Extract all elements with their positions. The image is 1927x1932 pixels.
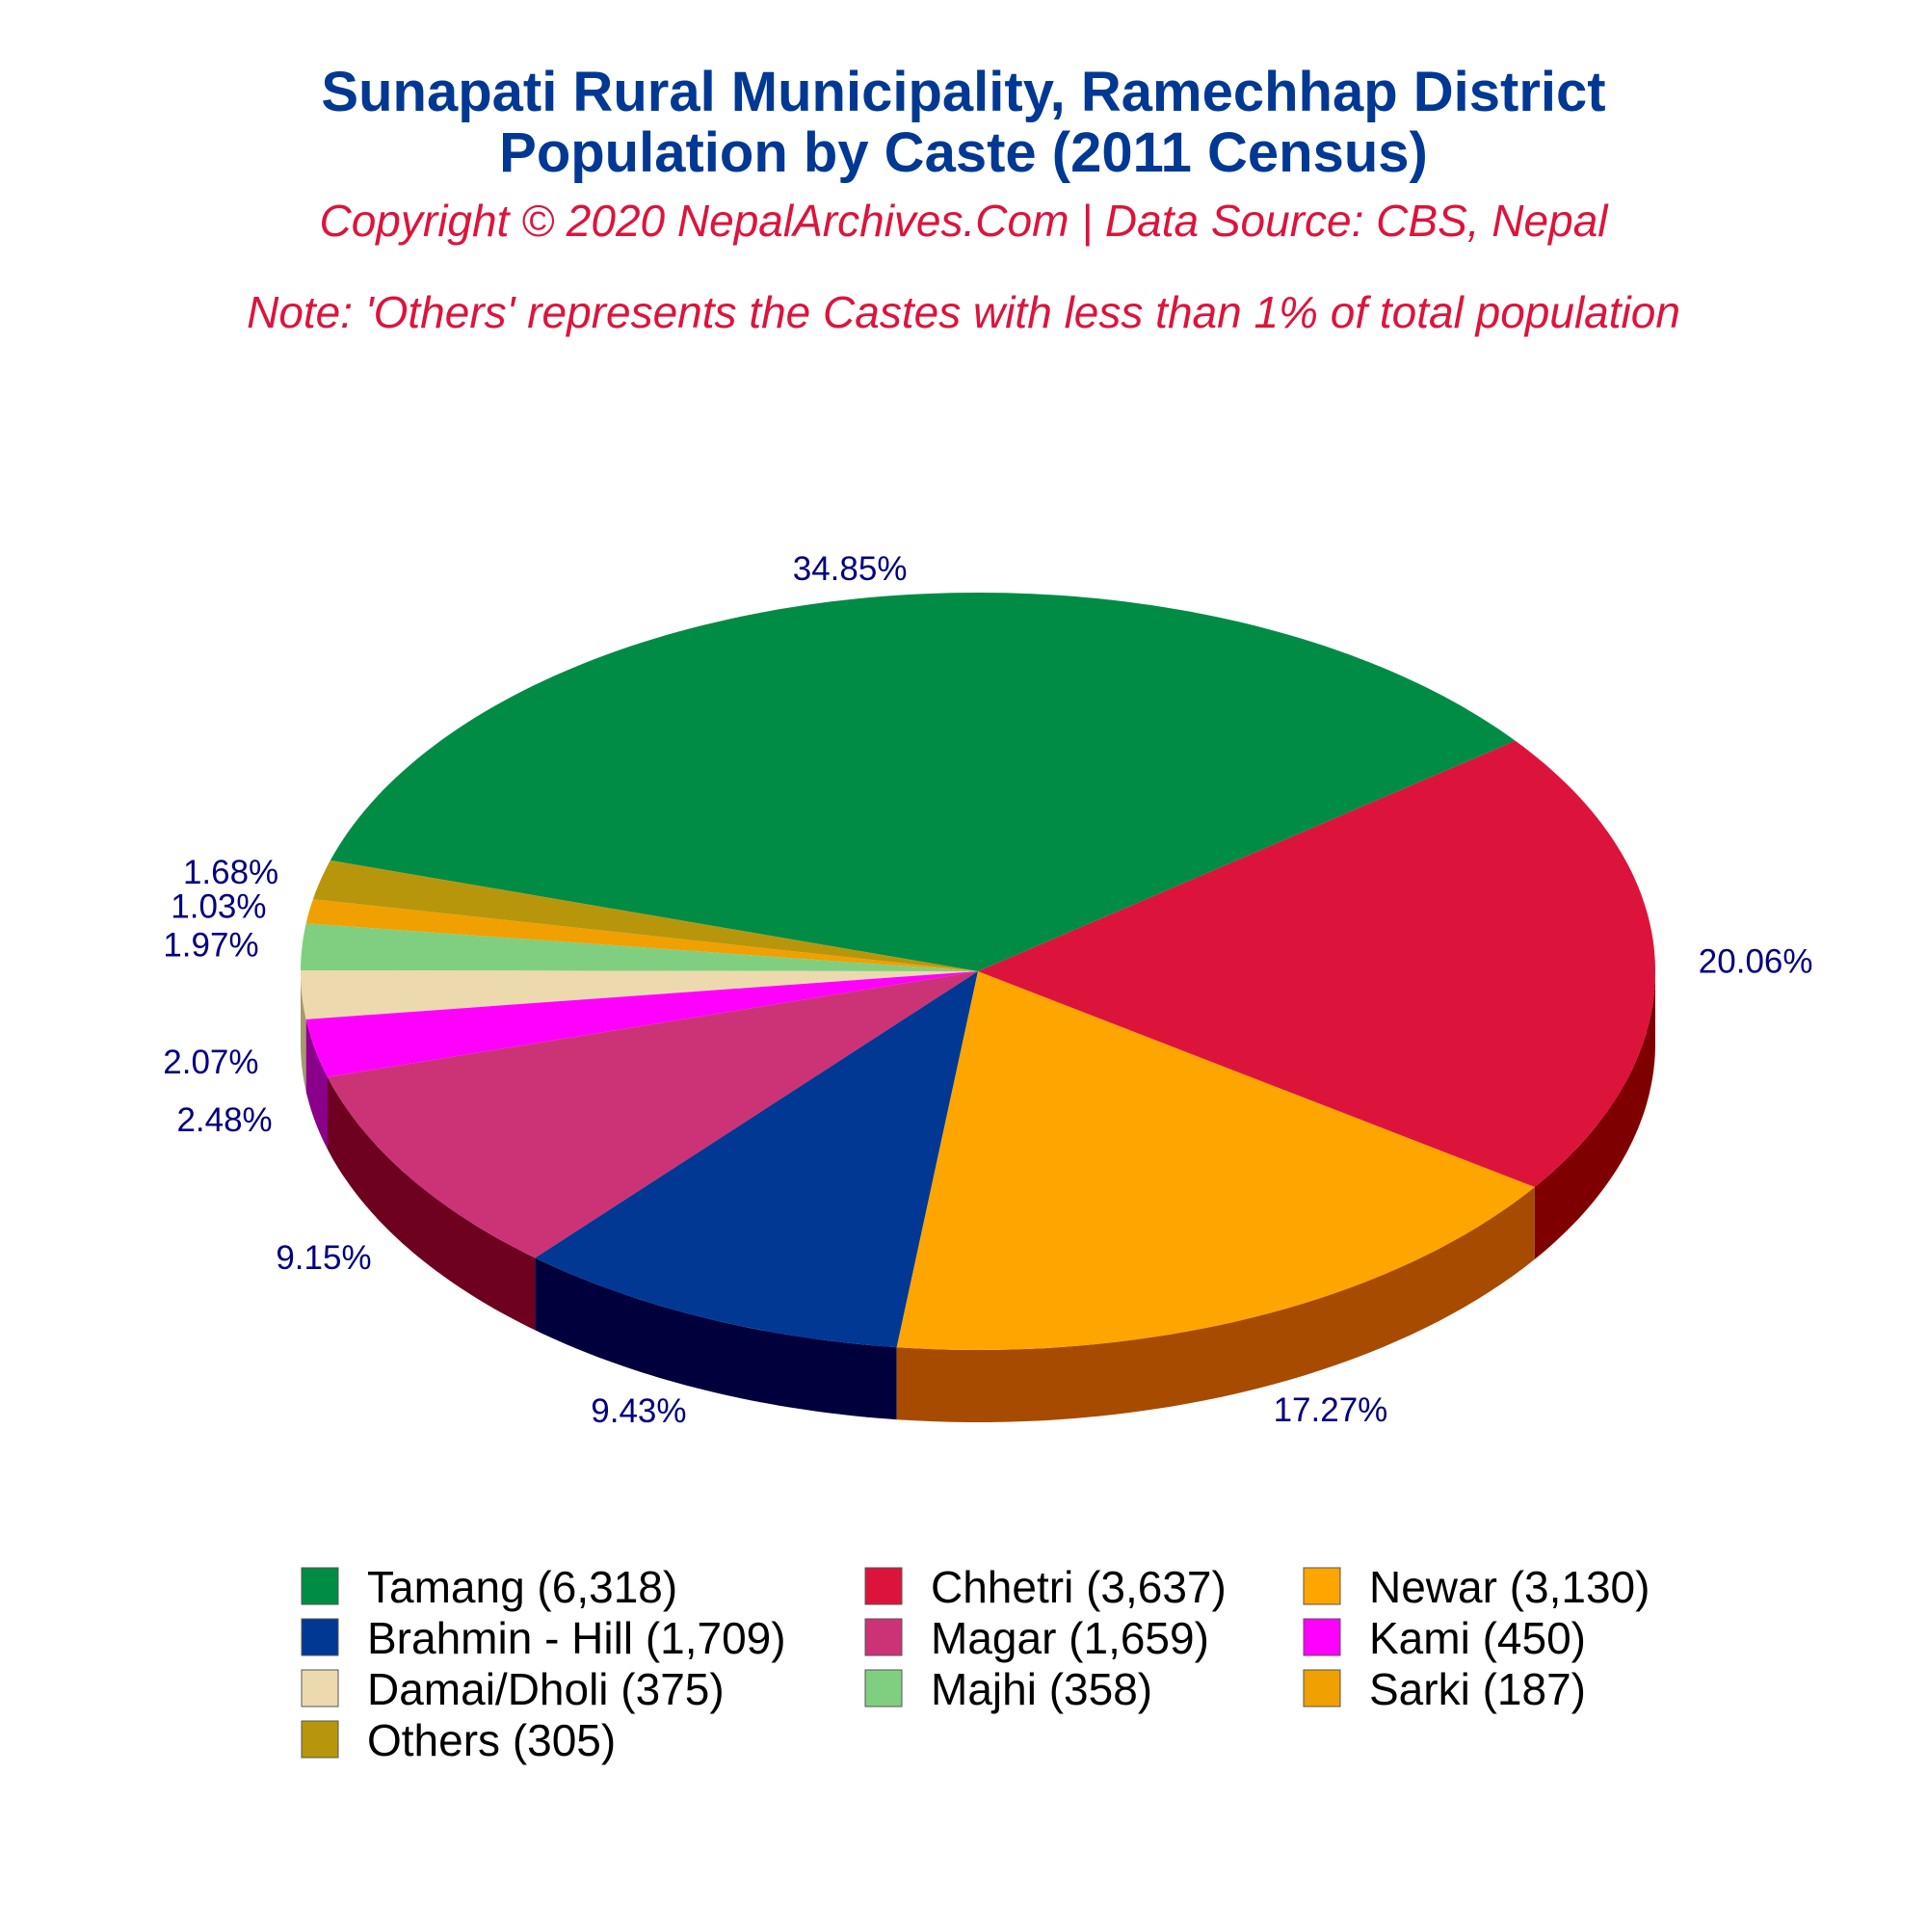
- legend-label-tamang: Tamang (6,318): [367, 1562, 677, 1612]
- legend-swatch-magar: [864, 1618, 903, 1656]
- legend-swatch-damai-dholi: [301, 1669, 339, 1707]
- legend-swatch-others: [301, 1720, 339, 1759]
- percent-label-tamang: 34.85%: [793, 550, 908, 588]
- slice-kami: [305, 971, 978, 1077]
- legend-swatch-sarki: [1303, 1669, 1341, 1707]
- legend-label-magar: Magar (1,659): [931, 1613, 1209, 1663]
- percent-label-sarki: 1.03%: [171, 888, 266, 926]
- percent-label-magar: 9.15%: [276, 1239, 371, 1277]
- percent-label-newar: 17.27%: [1274, 1391, 1388, 1429]
- percent-label-others: 1.68%: [183, 854, 278, 891]
- legend-swatch-majhi: [864, 1669, 903, 1707]
- legend-label-sarki: Sarki (187): [1369, 1664, 1586, 1714]
- slice-magar: [328, 971, 978, 1258]
- chart-title-line2: Population by Caste (2011 Census): [499, 121, 1428, 184]
- legend-swatch-chhetri: [864, 1567, 903, 1605]
- pie-group: [301, 593, 1655, 1422]
- legend-swatch-kami: [1303, 1618, 1341, 1656]
- legend-label-newar: Newar (3,130): [1369, 1562, 1650, 1612]
- slice-majhi: [301, 923, 978, 971]
- slice-others: [312, 860, 978, 971]
- slice-side-chhetri: [1534, 971, 1655, 1259]
- slice-damai-dholi: [301, 970, 978, 1019]
- legend-label-others: Others (305): [367, 1715, 616, 1765]
- legend-swatch-brahmin-hill: [301, 1618, 339, 1656]
- slice-side-kami: [305, 1019, 328, 1150]
- percent-label-kami: 2.48%: [176, 1101, 272, 1139]
- slice-side-newar: [896, 1186, 1535, 1422]
- legend-label-brahmin-hill: Brahmin - Hill (1,709): [367, 1613, 786, 1663]
- percent-labels: 34.85% 1.68%1.03%1.97% 2.07% 2.48% 9.15% 9.43…: [163, 550, 1812, 1430]
- slice-sarki: [305, 899, 979, 971]
- percent-label-chhetri: 20.06%: [1699, 943, 1813, 981]
- chart-copyright: Copyright © 2020 NepalArchives.Com | Dat…: [319, 196, 1609, 246]
- legend-label-kami: Kami (450): [1369, 1613, 1586, 1663]
- percent-label-brahmin-hill: 9.43%: [591, 1392, 686, 1430]
- percent-label-majhi: 1.97%: [163, 927, 258, 965]
- slice-newar: [896, 971, 1535, 1350]
- legend-label-chhetri: Chhetri (3,637): [931, 1562, 1227, 1612]
- slice-side-magar: [328, 1076, 536, 1331]
- slice-side-damai-dholi: [301, 971, 306, 1092]
- slice-tamang: [330, 593, 1516, 971]
- slice-brahmin-hill: [535, 971, 978, 1348]
- slice-side-brahmin-hill: [535, 1257, 897, 1420]
- legend-swatch-newar: [1303, 1567, 1341, 1605]
- chart-note: Note: 'Others' represents the Castes wit…: [247, 287, 1680, 337]
- legend-swatch-tamang: [301, 1567, 339, 1605]
- legend-label-damai-dholi: Damai/Dholi (375): [367, 1664, 725, 1714]
- legend: Tamang (6,318) Chhetri (3,637) Newar (3,13…: [301, 1562, 1650, 1765]
- chart-title-line1: Sunapati Rural Municipality, Ramechhap D…: [321, 61, 1605, 123]
- slice-chhetri: [978, 740, 1655, 1187]
- legend-label-majhi: Majhi (358): [931, 1664, 1152, 1714]
- percent-label-damai-dholi: 2.07%: [163, 1044, 258, 1081]
